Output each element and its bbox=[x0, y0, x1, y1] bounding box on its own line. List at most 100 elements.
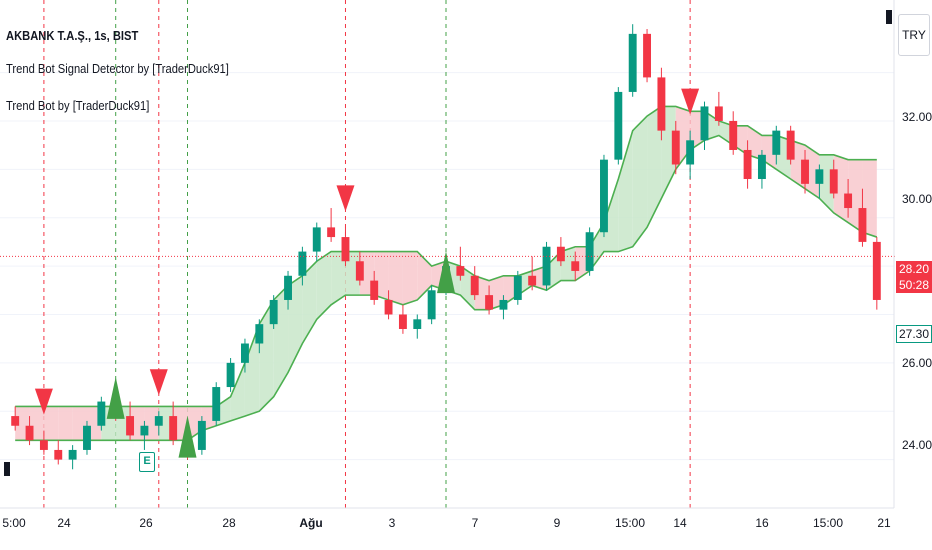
candle-body bbox=[312, 227, 321, 252]
sell-signal-triangle bbox=[149, 369, 168, 396]
candle-body bbox=[370, 280, 379, 300]
x-tick-label: 15:00 bbox=[812, 516, 844, 530]
candle-body bbox=[226, 362, 235, 388]
cloud-segment bbox=[805, 145, 820, 199]
candle-body bbox=[499, 299, 508, 310]
cloud-segment bbox=[618, 130, 633, 252]
candle-body bbox=[284, 275, 292, 300]
candle-body bbox=[456, 266, 465, 276]
x-tick-label: 21 bbox=[877, 516, 891, 530]
candle-body bbox=[197, 420, 206, 450]
last-price-tag: 28.20 bbox=[896, 261, 932, 277]
cloud-segment bbox=[647, 106, 662, 228]
candle-body bbox=[298, 251, 307, 276]
candle-body bbox=[844, 193, 853, 209]
earnings-marker[interactable]: E bbox=[139, 452, 155, 472]
candle-body bbox=[671, 130, 680, 165]
candle-body bbox=[729, 120, 738, 150]
candle-body bbox=[269, 299, 278, 325]
candle-body bbox=[743, 149, 752, 180]
x-tick-label: 15:00 bbox=[614, 516, 646, 530]
candle-body bbox=[556, 246, 565, 262]
sell-signal-triangle bbox=[34, 388, 53, 415]
candle-body bbox=[542, 246, 551, 286]
x-tick-label: 24 bbox=[57, 516, 71, 530]
candle-body bbox=[600, 159, 608, 233]
candle-body bbox=[485, 295, 494, 310]
candle-body bbox=[628, 33, 637, 92]
x-tick-label: 7 bbox=[471, 516, 479, 530]
candle-body bbox=[25, 425, 34, 441]
cloud-segment bbox=[417, 251, 432, 300]
y-tick-label: 32.00 bbox=[902, 110, 932, 124]
scroll-marker-top bbox=[886, 10, 892, 24]
cloud-segment bbox=[316, 251, 332, 320]
candle-body bbox=[801, 159, 809, 184]
candle-body bbox=[255, 324, 264, 344]
cloud-segment bbox=[302, 261, 317, 344]
x-tick-label: 16 bbox=[755, 516, 769, 530]
symbol-legend[interactable]: AKBANK T.A.Ş., 1s, BIST bbox=[6, 28, 139, 43]
candle-body bbox=[858, 208, 867, 242]
candle-body bbox=[341, 237, 350, 262]
candle-body bbox=[657, 77, 666, 131]
candle-body bbox=[829, 169, 838, 194]
cloud-segment bbox=[58, 406, 73, 441]
cloud-segment bbox=[388, 251, 403, 305]
cloud-segment bbox=[603, 179, 619, 252]
candle-body bbox=[169, 416, 178, 441]
buy-signal-triangle bbox=[178, 415, 197, 458]
candle-body bbox=[872, 241, 881, 300]
candle-body bbox=[327, 227, 336, 238]
indicator-legend-trend-bot[interactable]: Trend Bot by [TraderDuck91] bbox=[6, 98, 150, 113]
candle-body bbox=[398, 314, 407, 329]
x-tick-label: Ağu bbox=[299, 516, 323, 530]
candle-body bbox=[427, 290, 436, 320]
candle-body bbox=[126, 416, 135, 436]
cloud-segment bbox=[632, 116, 648, 247]
candle-body bbox=[241, 343, 249, 363]
candle-body bbox=[413, 319, 422, 329]
candle-body bbox=[528, 275, 537, 286]
cloud-segment bbox=[43, 406, 59, 441]
buy-signal-triangle bbox=[437, 251, 455, 294]
x-tick-label: 26 bbox=[139, 516, 153, 530]
candle-body bbox=[786, 130, 795, 160]
candle-body bbox=[571, 261, 580, 271]
candle-body bbox=[700, 106, 709, 141]
candle-body bbox=[513, 275, 522, 300]
crosshair-price-tag: 27.30 bbox=[896, 325, 932, 343]
candle-body bbox=[470, 275, 479, 296]
y-tick-label: 30.00 bbox=[902, 192, 932, 206]
candle-body bbox=[39, 440, 48, 450]
indicator-legend-signal-detector[interactable]: Trend Bot Signal Detector by [TraderDuck… bbox=[6, 61, 229, 76]
x-tick-label: 28 bbox=[222, 516, 236, 530]
x-tick-label: 3 bbox=[388, 516, 396, 530]
cloud-segment bbox=[331, 251, 346, 305]
sell-signal-triangle bbox=[336, 185, 355, 212]
candle-body bbox=[384, 299, 393, 315]
cloud-segment bbox=[244, 324, 260, 417]
scroll-marker-bottom bbox=[4, 462, 10, 476]
x-tick-label: 5:00 bbox=[2, 516, 26, 530]
candle-body bbox=[212, 387, 221, 421]
candle-body bbox=[11, 416, 20, 426]
candle-body bbox=[686, 140, 695, 165]
y-tick-label: 26.00 bbox=[902, 356, 932, 370]
candle-body bbox=[68, 449, 77, 460]
candle-body bbox=[83, 425, 91, 450]
y-tick-label: 24.00 bbox=[902, 438, 932, 452]
currency-button[interactable]: TRY bbox=[898, 14, 930, 56]
candle-body bbox=[54, 449, 63, 460]
buy-signal-triangle bbox=[106, 376, 125, 419]
candle-body bbox=[585, 232, 594, 271]
candle-body bbox=[154, 416, 163, 426]
candle-body bbox=[757, 154, 766, 180]
candle-body bbox=[714, 106, 723, 121]
candle-body bbox=[140, 425, 149, 436]
signal-markers bbox=[34, 88, 700, 458]
cloud-segment bbox=[402, 251, 418, 305]
candle-body bbox=[643, 33, 651, 78]
cloud-segment bbox=[230, 362, 245, 421]
